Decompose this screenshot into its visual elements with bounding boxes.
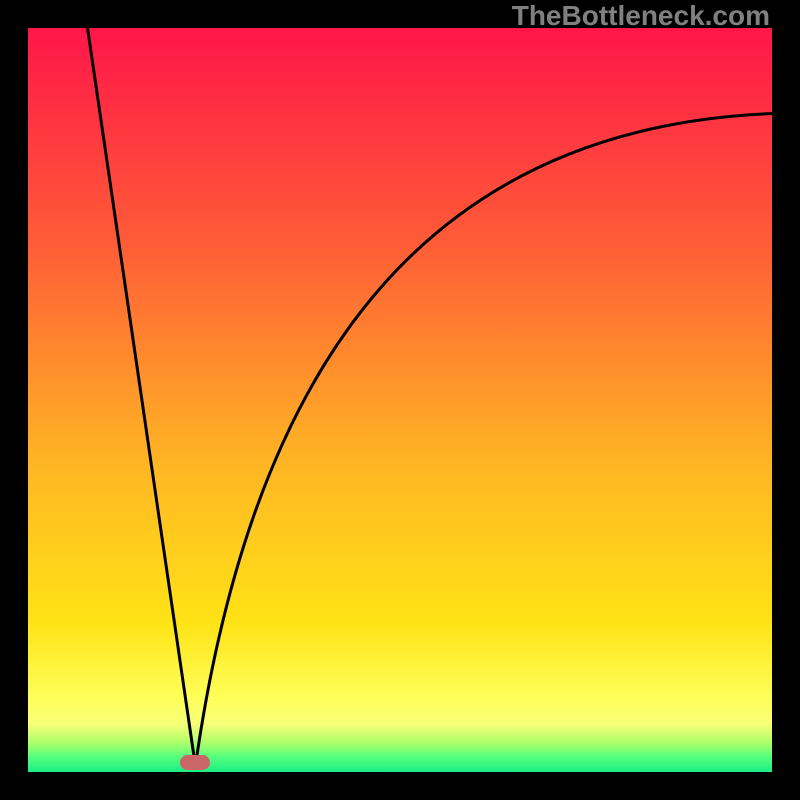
chart-container: { "canvas": { "width": 800, "height": 80… xyxy=(0,0,800,800)
frame-bottom xyxy=(0,772,800,800)
watermark-text: TheBottleneck.com xyxy=(512,0,770,32)
frame-left xyxy=(0,0,28,800)
frame-right xyxy=(772,0,800,800)
gradient-background xyxy=(28,28,772,772)
plot-area xyxy=(28,28,772,772)
plot-svg xyxy=(28,28,772,772)
bottleneck-indicator xyxy=(180,755,210,770)
